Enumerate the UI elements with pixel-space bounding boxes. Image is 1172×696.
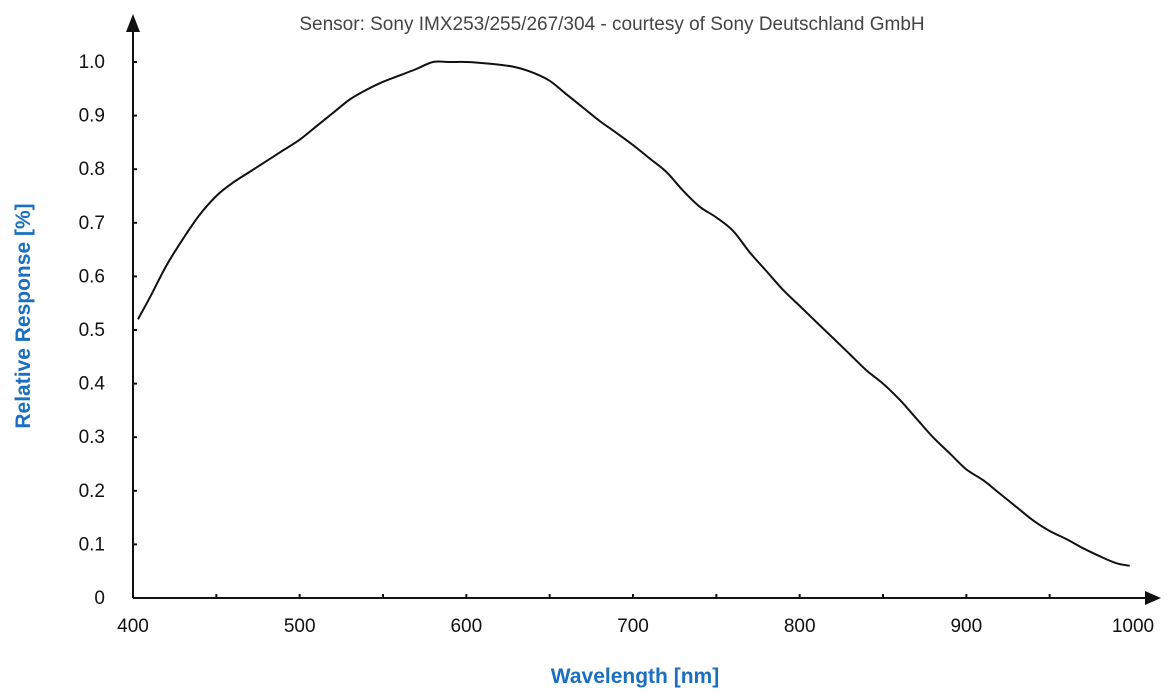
data-point [782,289,784,291]
data-point [882,383,884,385]
data-point [866,369,868,371]
data-point [966,469,968,471]
y-axis-ticks: 0 0.1 0.2 0.3 0.4 0.5 0.6 0.7 0.8 0.9 1.0 [79,52,137,609]
data-point [899,399,901,401]
data-point [482,62,484,64]
data-point [816,321,818,323]
data-point [932,436,934,438]
axes [126,14,1161,605]
data-point [316,126,318,128]
data-point [449,61,451,63]
data-point [1082,547,1084,549]
y-tick-label: 0 [94,588,105,609]
data-point [399,75,401,77]
data-point [166,265,168,267]
x-tick-label: 700 [617,616,649,637]
data-point [466,61,468,63]
data-point [432,61,434,63]
data-point [832,337,834,339]
y-tick-label: 0.3 [79,427,105,448]
chart-title: Sensor: Sony IMX253/255/267/304 - courte… [299,14,924,35]
data-point [216,195,218,197]
y-tick-label: 0.4 [79,374,106,395]
data-point [766,270,768,272]
data-point [1016,506,1018,508]
data-point [1032,520,1034,522]
data-point [282,150,284,152]
y-tick-label: 0.5 [79,320,105,341]
y-axis-arrow [126,14,140,32]
data-point [666,171,668,173]
x-axis-ticks: 400 500 600 700 800 900 1000 [117,594,1154,637]
data-point [799,305,801,307]
data-point [632,144,634,146]
data-point [1049,530,1051,532]
y-tick-label: 0.7 [79,213,105,234]
data-point [599,120,601,122]
x-axis-arrow [1145,591,1161,605]
data-point [749,252,751,254]
y-tick-label: 0.1 [79,534,105,555]
data-point [416,68,418,70]
data-point [366,89,368,91]
data-point [182,238,184,240]
data-point [916,418,918,420]
data-point [499,64,501,66]
data-point [332,112,334,114]
data-point [1066,538,1068,540]
data-point [732,230,734,232]
x-tick-label: 500 [284,616,316,637]
data-point [299,139,301,141]
data-point [699,206,701,208]
data-point [566,93,568,95]
y-tick-label: 1.0 [79,52,105,73]
data-point [1099,555,1101,557]
data-point [1129,565,1131,567]
data-point [716,217,718,219]
x-tick-label: 1000 [1112,616,1154,637]
data-point [582,107,584,109]
data-point [137,319,139,321]
data-point [382,81,384,83]
y-axis-label: Relative Response [%] [12,203,35,428]
data-point [616,132,618,134]
x-tick-label: 900 [950,616,982,637]
data-point [549,80,551,82]
data-point [199,214,201,216]
x-axis-label: Wavelength [nm] [551,665,719,688]
data-point [649,158,651,160]
data-point [682,190,684,192]
data-point [249,171,251,173]
x-tick-label: 600 [450,616,482,637]
data-point [149,297,151,299]
data-point [982,479,984,481]
data-point [232,182,234,184]
series-layer [137,60,1131,567]
data-point [266,160,268,162]
y-tick-label: 0.2 [79,481,105,502]
x-tick-label: 400 [117,616,149,637]
data-point [999,493,1001,495]
data-point [849,353,851,355]
data-point [349,99,351,101]
data-point [1116,562,1118,564]
series-line-0 [137,60,1130,567]
y-tick-label: 0.9 [79,106,105,127]
y-tick-label: 0.8 [79,159,105,180]
data-point [532,72,534,74]
data-point [516,67,518,69]
x-tick-label: 800 [784,616,816,637]
y-tick-label: 0.6 [79,266,105,287]
data-point [949,453,951,455]
